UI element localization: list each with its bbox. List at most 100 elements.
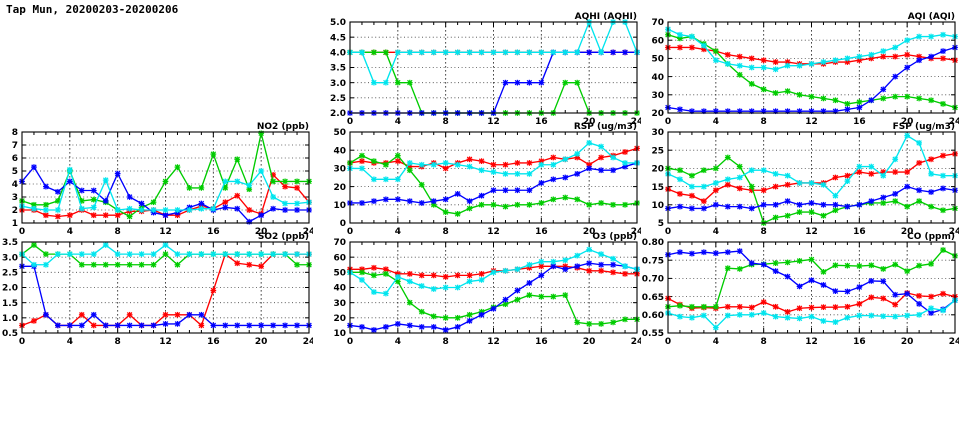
x-tick-label: 16 [535, 117, 548, 127]
data-marker [772, 303, 779, 310]
data-marker [371, 176, 377, 183]
data-marker [406, 198, 413, 205]
data-marker [418, 272, 425, 279]
data-marker [138, 322, 145, 329]
data-marker [394, 152, 401, 159]
data-marker [526, 292, 533, 298]
data-marker [808, 256, 815, 263]
y-tick-label: 0.75 [642, 256, 664, 266]
data-marker [55, 198, 61, 204]
data-marker [90, 196, 97, 203]
data-marker [371, 264, 377, 271]
data-marker [610, 269, 616, 276]
data-marker [916, 262, 922, 269]
data-marker [610, 201, 616, 208]
data-marker [760, 261, 767, 268]
x-tick-label: 16 [535, 337, 548, 347]
data-marker [748, 311, 755, 318]
data-marker [514, 79, 521, 86]
y-tick-label: 25 [651, 146, 664, 156]
data-marker [916, 95, 922, 102]
data-marker [940, 55, 946, 62]
data-marker [677, 44, 683, 51]
data-marker [174, 311, 181, 318]
data-marker [502, 49, 509, 56]
data-marker [454, 284, 461, 291]
x-tick-label: 4 [67, 337, 73, 347]
data-marker [466, 317, 473, 324]
data-marker [371, 289, 377, 295]
data-marker [282, 183, 288, 190]
data-marker [162, 178, 169, 185]
data-marker [371, 198, 377, 205]
data-marker [186, 311, 193, 318]
data-marker [490, 201, 497, 208]
data-marker [114, 251, 121, 258]
data-marker [442, 209, 449, 215]
data-marker [880, 295, 887, 302]
x-tick-label: 24 [303, 337, 313, 347]
data-marker [478, 167, 485, 174]
data-marker [550, 161, 557, 168]
y-tick-label: 0.70 [642, 275, 664, 285]
data-marker [598, 267, 604, 274]
data-marker [712, 324, 719, 331]
data-marker [868, 312, 875, 319]
data-marker [162, 251, 169, 258]
data-marker [371, 49, 377, 56]
data-marker [66, 178, 73, 185]
data-marker [150, 251, 157, 258]
x-tick-label: 4 [713, 337, 719, 347]
data-marker [90, 251, 97, 258]
data-marker [430, 49, 437, 56]
data-marker [586, 165, 593, 172]
data-marker [736, 311, 743, 318]
data-marker [174, 261, 181, 268]
data-marker [610, 49, 616, 56]
x-tick-label: 0 [19, 337, 25, 347]
data-marker [359, 158, 365, 164]
panel-title-so2: SO2 (ppb) [258, 232, 309, 242]
y-tick-label: 3.0 [2, 253, 18, 263]
data-marker [454, 191, 461, 197]
data-marker [904, 290, 911, 297]
data-marker [138, 251, 145, 258]
data-marker [466, 278, 473, 285]
data-marker [904, 312, 911, 319]
x-tick-label: 0 [665, 227, 671, 237]
x-tick-label: 20 [901, 227, 914, 237]
data-marker [234, 156, 241, 163]
data-marker [90, 204, 97, 211]
data-marker [162, 242, 169, 248]
data-marker [90, 311, 97, 318]
data-marker [832, 97, 839, 104]
data-marker [114, 212, 121, 219]
data-marker [760, 310, 767, 316]
data-marker [748, 64, 755, 71]
y-tick-label: 3.0 [330, 79, 346, 89]
x-tick-label: 12 [487, 117, 500, 127]
data-marker [126, 194, 133, 200]
y-tick-label: 1.0 [2, 314, 18, 324]
data-marker [736, 174, 743, 181]
y-tick-label: 15 [651, 183, 664, 193]
x-tick-label: 20 [583, 227, 596, 237]
data-marker [538, 180, 545, 186]
y-tick-label: 30 [333, 165, 346, 175]
data-marker [856, 284, 863, 291]
y-tick-label: 10 [333, 201, 346, 211]
data-marker [622, 263, 628, 270]
data-marker [383, 79, 389, 86]
data-marker [150, 322, 157, 329]
data-marker [222, 322, 229, 329]
y-tick-label: 30 [333, 299, 346, 309]
panel-title-o3: O3 (ppb) [592, 232, 637, 242]
x-tick-label: 8 [443, 227, 449, 237]
data-marker [186, 185, 193, 191]
y-tick-label: 50 [333, 269, 346, 279]
data-marker [246, 261, 253, 268]
panel-title-co: CO (ppm) [907, 232, 955, 242]
data-marker [689, 172, 695, 179]
data-marker [856, 53, 863, 60]
data-marker [784, 273, 791, 280]
